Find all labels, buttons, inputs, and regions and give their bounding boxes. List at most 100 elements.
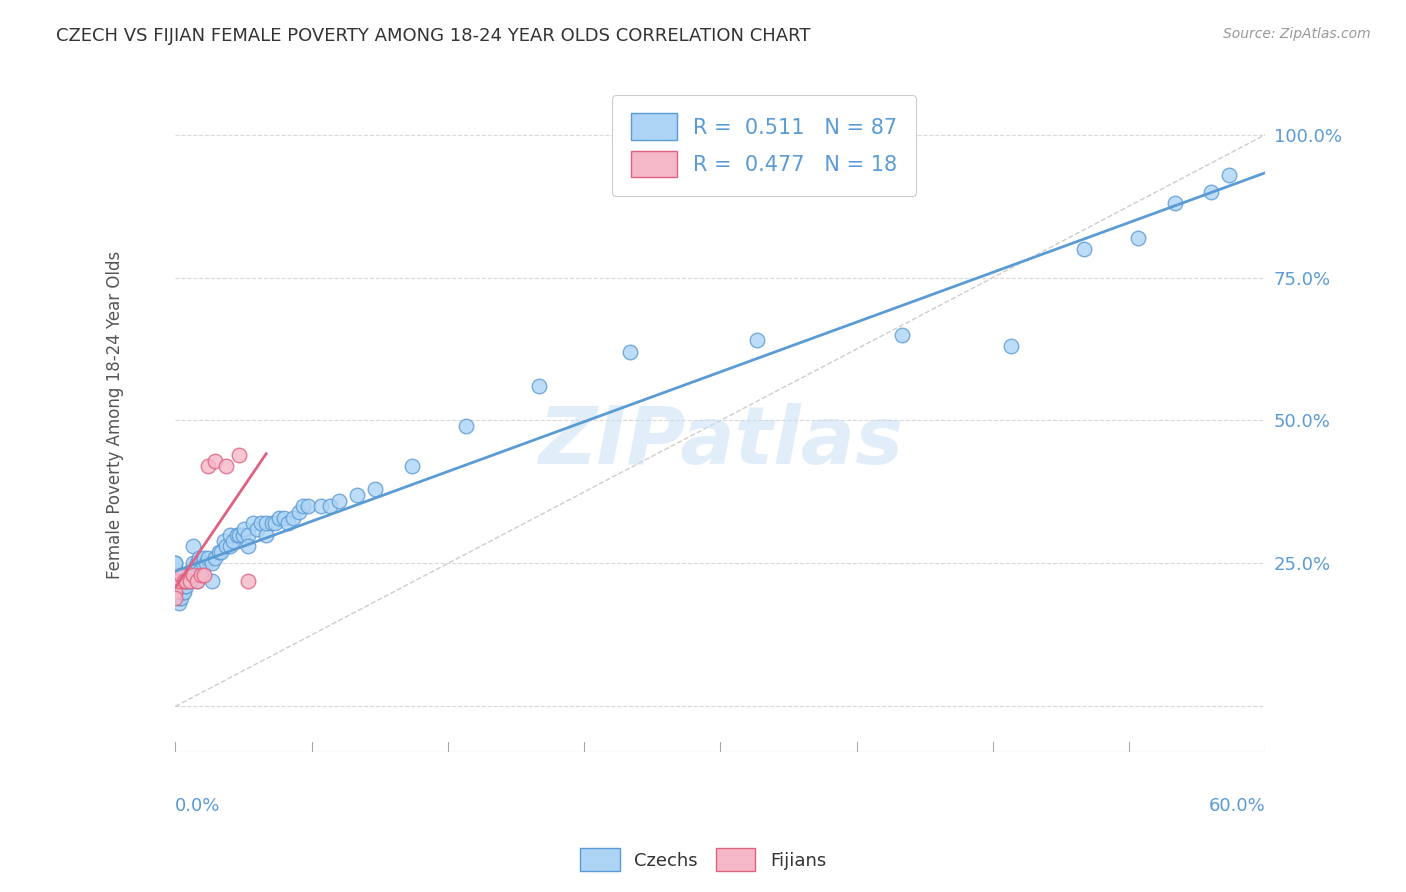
Point — [165, 574, 187, 588]
Point — [165, 567, 187, 582]
Point — [179, 567, 201, 582]
Point — [246, 522, 269, 536]
Point — [177, 574, 200, 588]
Point — [249, 516, 271, 531]
Point — [167, 591, 190, 605]
Point — [186, 557, 208, 571]
Point — [167, 574, 190, 588]
Point — [170, 591, 193, 605]
Point — [891, 327, 914, 342]
Point — [172, 585, 194, 599]
Point — [170, 567, 193, 582]
Point — [180, 562, 202, 576]
Point — [254, 528, 277, 542]
Point — [186, 574, 208, 588]
Point — [183, 567, 205, 582]
Point — [201, 557, 224, 571]
Point — [218, 528, 240, 542]
Point — [283, 510, 305, 524]
Point — [346, 488, 368, 502]
Point — [401, 459, 423, 474]
Point — [218, 539, 240, 553]
Point — [228, 448, 250, 462]
Point — [745, 334, 768, 348]
Point — [1163, 196, 1185, 211]
Point — [267, 510, 290, 524]
Point — [165, 557, 187, 571]
Point — [204, 453, 226, 467]
Point — [173, 574, 195, 588]
Point — [1073, 242, 1095, 256]
Point — [191, 557, 214, 571]
Point — [177, 567, 200, 582]
Point — [228, 528, 250, 542]
Point — [180, 567, 202, 582]
Point — [195, 557, 218, 571]
Point — [233, 522, 256, 536]
Point — [208, 545, 231, 559]
Text: 60.0%: 60.0% — [1209, 797, 1265, 814]
Point — [165, 585, 187, 599]
Point — [165, 591, 187, 605]
Point — [172, 579, 194, 593]
Text: CZECH VS FIJIAN FEMALE POVERTY AMONG 18-24 YEAR OLDS CORRELATION CHART: CZECH VS FIJIAN FEMALE POVERTY AMONG 18-… — [56, 27, 811, 45]
Point — [319, 500, 342, 514]
Point — [193, 567, 215, 582]
Point — [309, 500, 332, 514]
Text: 0.0%: 0.0% — [176, 797, 221, 814]
Point — [165, 574, 187, 588]
Point — [190, 562, 212, 576]
Point — [1218, 168, 1240, 182]
Point — [215, 539, 238, 553]
Point — [254, 516, 277, 531]
Point — [179, 574, 201, 588]
Legend: Czechs, Fijians: Czechs, Fijians — [572, 841, 834, 879]
Point — [165, 567, 187, 582]
Point — [186, 574, 208, 588]
Point — [165, 579, 187, 593]
Point — [232, 528, 254, 542]
Point — [242, 516, 264, 531]
Point — [165, 585, 187, 599]
Point — [209, 545, 232, 559]
Point — [183, 557, 205, 571]
Point — [454, 419, 477, 434]
Point — [619, 344, 641, 359]
Text: Female Poverty Among 18-24 Year Olds: Female Poverty Among 18-24 Year Olds — [107, 251, 124, 579]
Point — [197, 550, 219, 565]
Text: ZIPatlas: ZIPatlas — [538, 403, 903, 481]
Point — [183, 539, 205, 553]
Legend: R =  0.511   N = 87, R =  0.477   N = 18: R = 0.511 N = 87, R = 0.477 N = 18 — [612, 95, 917, 196]
Point — [165, 557, 187, 571]
Point — [273, 510, 295, 524]
Point — [173, 579, 195, 593]
Point — [291, 500, 314, 514]
Point — [170, 579, 193, 593]
Point — [204, 550, 226, 565]
Point — [190, 567, 212, 582]
Point — [236, 539, 259, 553]
Text: Source: ZipAtlas.com: Source: ZipAtlas.com — [1223, 27, 1371, 41]
Point — [215, 459, 238, 474]
Point — [165, 562, 187, 576]
Point — [173, 585, 195, 599]
Point — [193, 550, 215, 565]
Point — [288, 505, 311, 519]
Point — [187, 550, 209, 565]
Point — [226, 528, 249, 542]
Point — [174, 574, 197, 588]
Point — [183, 567, 205, 582]
Point — [179, 574, 201, 588]
Point — [165, 579, 187, 593]
Point — [527, 379, 550, 393]
Point — [264, 516, 287, 531]
Point — [222, 533, 245, 548]
Point — [170, 585, 193, 599]
Point — [277, 516, 299, 531]
Point — [165, 562, 187, 576]
Point — [328, 493, 350, 508]
Point — [197, 459, 219, 474]
Point — [236, 528, 259, 542]
Point — [173, 574, 195, 588]
Point — [167, 597, 190, 611]
